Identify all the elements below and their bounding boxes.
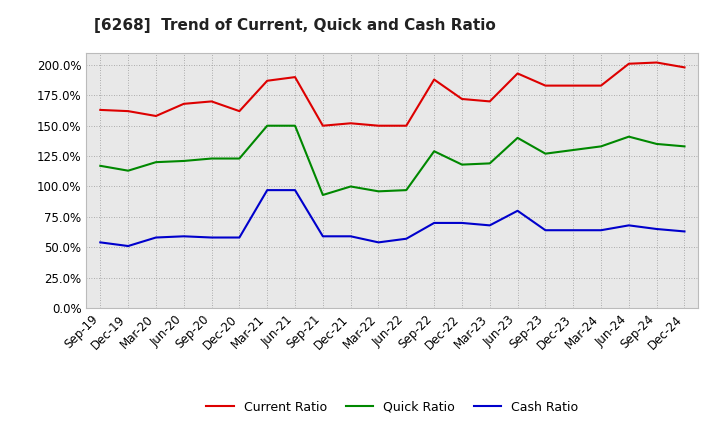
Cash Ratio [96, 240, 104, 245]
Cash Ratio [374, 240, 383, 245]
Cash Ratio [430, 220, 438, 226]
Quick Ratio [430, 149, 438, 154]
Legend: Current Ratio, Quick Ratio, Cash Ratio: Current Ratio, Quick Ratio, Cash Ratio [202, 396, 583, 419]
Current Ratio [513, 71, 522, 76]
Quick Ratio [235, 156, 243, 161]
Cash Ratio [541, 227, 550, 233]
Current Ratio [597, 83, 606, 88]
Quick Ratio [402, 187, 410, 193]
Current Ratio [458, 96, 467, 102]
Cash Ratio [318, 234, 327, 239]
Current Ratio [291, 74, 300, 80]
Quick Ratio [513, 135, 522, 140]
Current Ratio [680, 65, 689, 70]
Current Ratio [624, 61, 633, 66]
Current Ratio [569, 83, 577, 88]
Current Ratio [346, 121, 355, 126]
Cash Ratio [402, 236, 410, 242]
Quick Ratio [541, 151, 550, 156]
Quick Ratio [263, 123, 271, 128]
Cash Ratio [291, 187, 300, 193]
Quick Ratio [96, 163, 104, 169]
Cash Ratio [263, 187, 271, 193]
Quick Ratio [569, 147, 577, 153]
Cash Ratio [346, 234, 355, 239]
Current Ratio [485, 99, 494, 104]
Quick Ratio [624, 134, 633, 139]
Quick Ratio [485, 161, 494, 166]
Current Ratio [374, 123, 383, 128]
Cash Ratio [485, 223, 494, 228]
Quick Ratio [680, 144, 689, 149]
Cash Ratio [513, 208, 522, 213]
Cash Ratio [652, 226, 661, 231]
Current Ratio [96, 107, 104, 113]
Quick Ratio [458, 162, 467, 167]
Current Ratio [235, 109, 243, 114]
Cash Ratio [179, 234, 188, 239]
Quick Ratio [652, 141, 661, 147]
Cash Ratio [624, 223, 633, 228]
Current Ratio [652, 60, 661, 65]
Current Ratio [263, 78, 271, 84]
Quick Ratio [207, 156, 216, 161]
Line: Current Ratio: Current Ratio [100, 62, 685, 126]
Current Ratio [318, 123, 327, 128]
Cash Ratio [597, 227, 606, 233]
Line: Cash Ratio: Cash Ratio [100, 190, 685, 246]
Cash Ratio [124, 243, 132, 249]
Cash Ratio [235, 235, 243, 240]
Current Ratio [541, 83, 550, 88]
Quick Ratio [597, 144, 606, 149]
Quick Ratio [124, 168, 132, 173]
Text: [6268]  Trend of Current, Quick and Cash Ratio: [6268] Trend of Current, Quick and Cash … [94, 18, 495, 33]
Cash Ratio [458, 220, 467, 226]
Line: Quick Ratio: Quick Ratio [100, 126, 685, 195]
Cash Ratio [680, 229, 689, 234]
Cash Ratio [569, 227, 577, 233]
Current Ratio [152, 114, 161, 119]
Current Ratio [430, 77, 438, 82]
Quick Ratio [374, 189, 383, 194]
Quick Ratio [152, 160, 161, 165]
Cash Ratio [207, 235, 216, 240]
Current Ratio [124, 109, 132, 114]
Cash Ratio [152, 235, 161, 240]
Current Ratio [179, 101, 188, 106]
Quick Ratio [318, 192, 327, 198]
Current Ratio [402, 123, 410, 128]
Current Ratio [207, 99, 216, 104]
Quick Ratio [179, 158, 188, 164]
Quick Ratio [346, 184, 355, 189]
Quick Ratio [291, 123, 300, 128]
